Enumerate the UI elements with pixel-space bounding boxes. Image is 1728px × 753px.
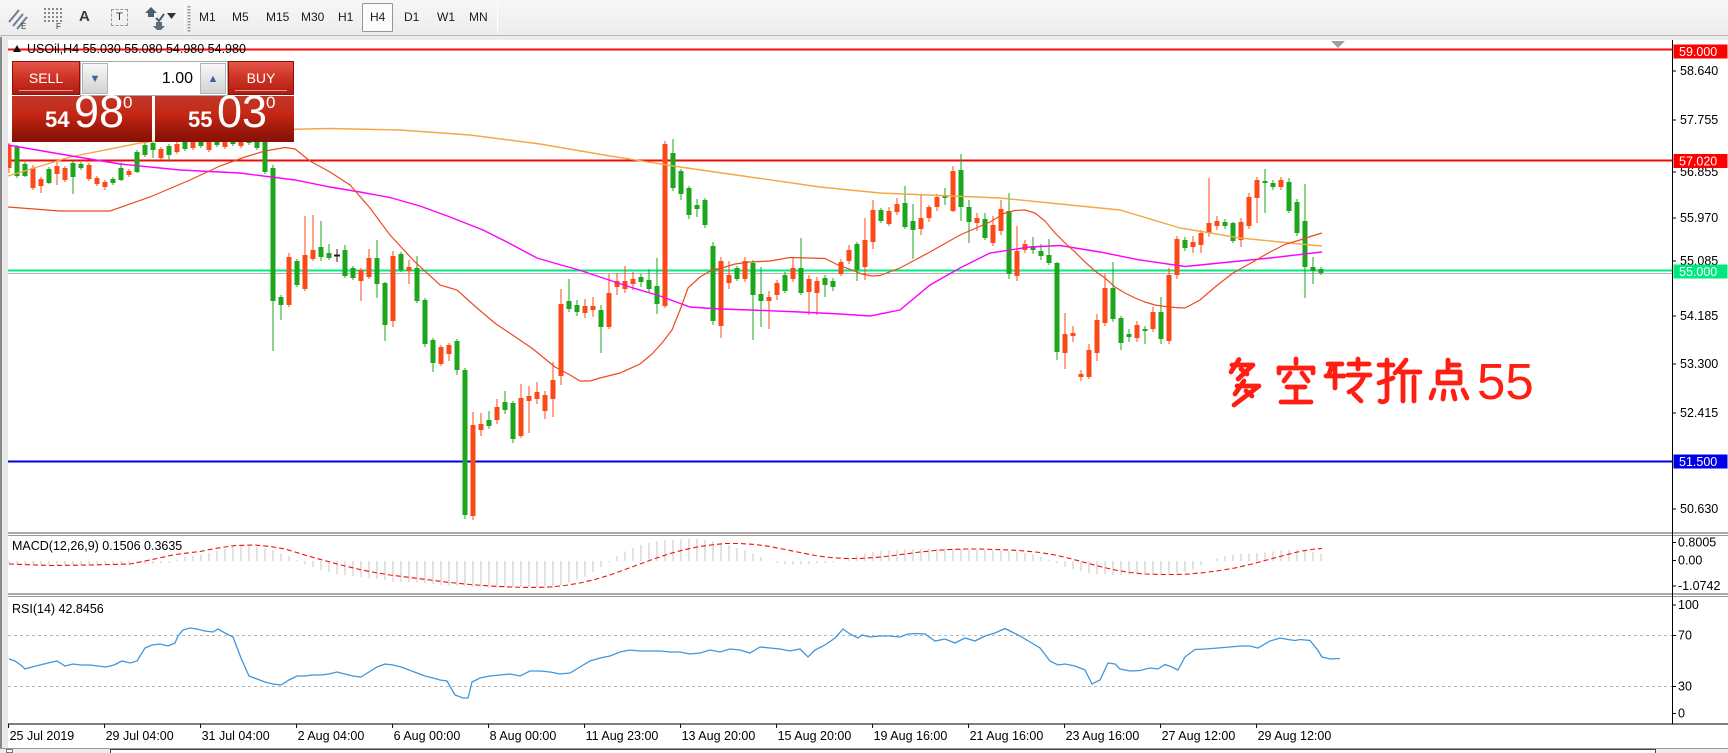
svg-text:56.855: 56.855 [1680,165,1718,179]
svg-text:0.8005: 0.8005 [1678,536,1716,550]
svg-text:MACD(12,26,9) 0.1506 0.3635: MACD(12,26,9) 0.1506 0.3635 [12,539,182,553]
svg-text:23 Aug 16:00: 23 Aug 16:00 [1066,729,1140,743]
svg-text:21 Aug 16:00: 21 Aug 16:00 [970,729,1044,743]
svg-text:55.970: 55.970 [1680,211,1718,225]
svg-text:58.640: 58.640 [1680,64,1718,78]
svg-text:15 Aug 20:00: 15 Aug 20:00 [778,729,852,743]
svg-text:29 Jul 04:00: 29 Jul 04:00 [106,729,174,743]
svg-text:55.000: 55.000 [1679,265,1717,279]
svg-text:19 Aug 16:00: 19 Aug 16:00 [874,729,948,743]
svg-text:-1.0742: -1.0742 [1678,579,1720,593]
svg-text:59.000: 59.000 [1679,45,1717,59]
svg-text:57.020: 57.020 [1679,155,1717,169]
svg-text:30: 30 [1678,680,1692,694]
svg-text:F: F [56,22,61,30]
svg-text:0.00: 0.00 [1678,554,1702,568]
svg-text:70: 70 [1678,629,1692,643]
svg-text:USOil,H4 55.030 55.080 54.980: USOil,H4 55.030 55.080 54.980 54.980 [27,42,246,56]
svg-text:51.500: 51.500 [1679,455,1717,469]
svg-text:53.300: 53.300 [1680,357,1718,371]
svg-text:52.415: 52.415 [1680,406,1718,420]
svg-text:29 Aug 12:00: 29 Aug 12:00 [1258,729,1332,743]
svg-text:31 Jul 04:00: 31 Jul 04:00 [202,729,270,743]
svg-text:54.185: 54.185 [1680,309,1718,323]
svg-text:57.755: 57.755 [1680,113,1718,127]
svg-text:RSI(14) 42.8456: RSI(14) 42.8456 [12,602,104,616]
svg-text:2 Aug 04:00: 2 Aug 04:00 [298,729,365,743]
svg-text:8 Aug 00:00: 8 Aug 00:00 [490,729,557,743]
svg-text:50.630: 50.630 [1680,502,1718,516]
svg-text:13 Aug 20:00: 13 Aug 20:00 [682,729,756,743]
svg-text:27 Aug 12:00: 27 Aug 12:00 [1162,729,1236,743]
svg-text:25 Jul 2019: 25 Jul 2019 [10,729,75,743]
svg-text:100: 100 [1678,598,1699,612]
svg-text:0: 0 [1678,707,1685,721]
svg-text:11 Aug 23:00: 11 Aug 23:00 [586,729,659,743]
svg-text:55: 55 [1477,353,1534,410]
svg-text:6 Aug 00:00: 6 Aug 00:00 [394,729,461,743]
svg-text:E: E [21,22,26,30]
